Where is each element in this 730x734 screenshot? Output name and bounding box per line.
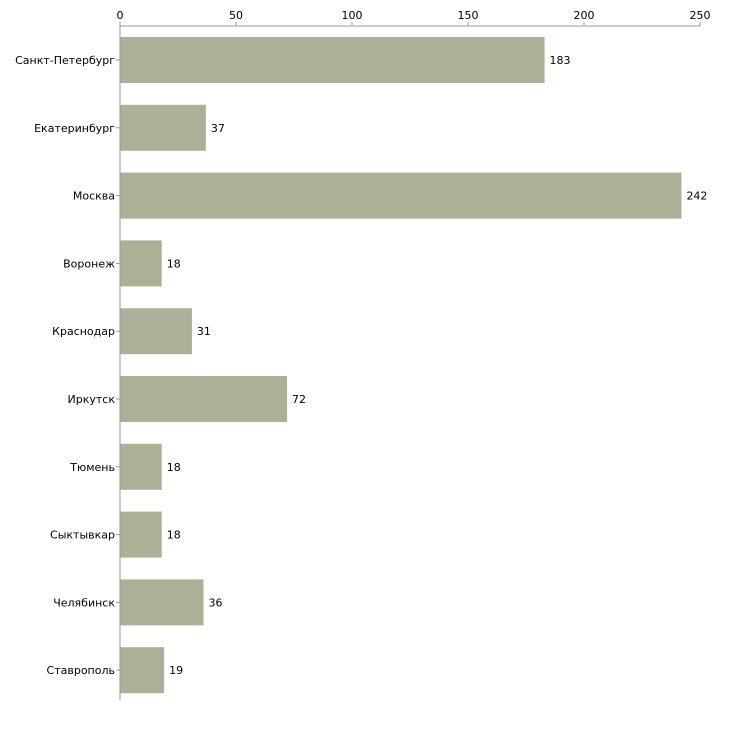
value-label: 18: [167, 529, 181, 542]
category-label: Воронеж: [63, 257, 115, 270]
category-label: Челябинск: [53, 596, 115, 609]
category-label: Екатеринбург: [34, 122, 115, 135]
value-label: 18: [167, 461, 181, 474]
data-labels: 183 37 242 18 31 72 18 18 36 19: [167, 54, 708, 677]
category-label: Тюмень: [69, 461, 115, 474]
category-label: Ставрополь: [47, 664, 115, 677]
value-label: 242: [686, 190, 707, 203]
value-label: 72: [292, 393, 306, 406]
bar: [120, 37, 545, 83]
bar: [120, 647, 165, 694]
bar-series: [120, 37, 682, 694]
x-tick-label: 0: [117, 9, 124, 22]
value-label: 18: [167, 257, 181, 270]
bar: [120, 240, 162, 287]
bar: [120, 308, 192, 355]
x-tick-label: 100: [342, 9, 363, 22]
category-label: Иркутск: [68, 393, 116, 406]
x-tick-label: 50: [229, 9, 243, 22]
bar: [120, 579, 204, 626]
bar: [120, 511, 162, 558]
category-label: Санкт-Петербург: [15, 54, 115, 67]
value-label: 19: [169, 664, 183, 677]
x-tick-label: 250: [690, 9, 711, 22]
value-label: 36: [209, 596, 223, 609]
bar: [120, 376, 288, 422]
category-label: Краснодар: [52, 325, 115, 338]
bar: [120, 172, 682, 219]
bar: [120, 443, 162, 490]
category-label: Сыктывкар: [50, 529, 115, 542]
y-axis: Санкт-Петербург Екатеринбург Москва Воронеж…: [15, 26, 121, 700]
value-label: 37: [211, 122, 225, 135]
x-tick-label: 150: [458, 9, 479, 22]
category-label: Москва: [73, 190, 115, 203]
value-label: 183: [550, 54, 571, 67]
value-label: 31: [197, 325, 211, 338]
bar: [120, 104, 206, 151]
x-axis: 0 50 100 150 200 250: [117, 9, 711, 27]
x-tick-label: 200: [574, 9, 595, 22]
